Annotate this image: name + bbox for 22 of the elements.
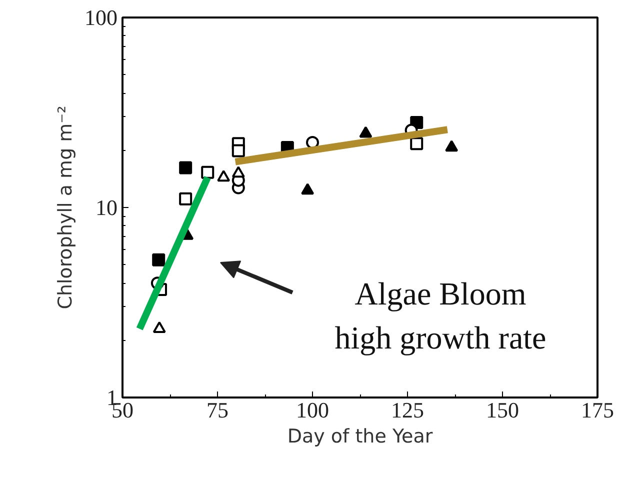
- x-tick-label: 150: [486, 398, 519, 422]
- x-tick-label: 75: [206, 398, 228, 422]
- y-axis-title: Chlorophyll a mg m⁻²: [54, 106, 76, 310]
- point: [301, 183, 314, 195]
- point: [359, 126, 372, 138]
- point: [179, 192, 192, 206]
- point: [201, 166, 214, 179]
- point: [217, 170, 230, 182]
- point: [179, 161, 192, 174]
- x-axis-title: Day of the Year: [287, 426, 433, 448]
- point: [445, 140, 458, 152]
- x-tick-label: 175: [581, 398, 614, 422]
- y-tick-label: 100: [84, 5, 118, 30]
- point: [410, 137, 424, 150]
- y-tick-label: 10: [96, 195, 118, 220]
- x-tick-label: 100: [296, 398, 329, 422]
- x-tick-label: 125: [391, 398, 424, 422]
- point: [232, 166, 245, 178]
- point: [232, 144, 245, 158]
- annotation: Algae Bloom high growth rate: [334, 276, 546, 356]
- point: [152, 253, 166, 266]
- point: [152, 321, 166, 333]
